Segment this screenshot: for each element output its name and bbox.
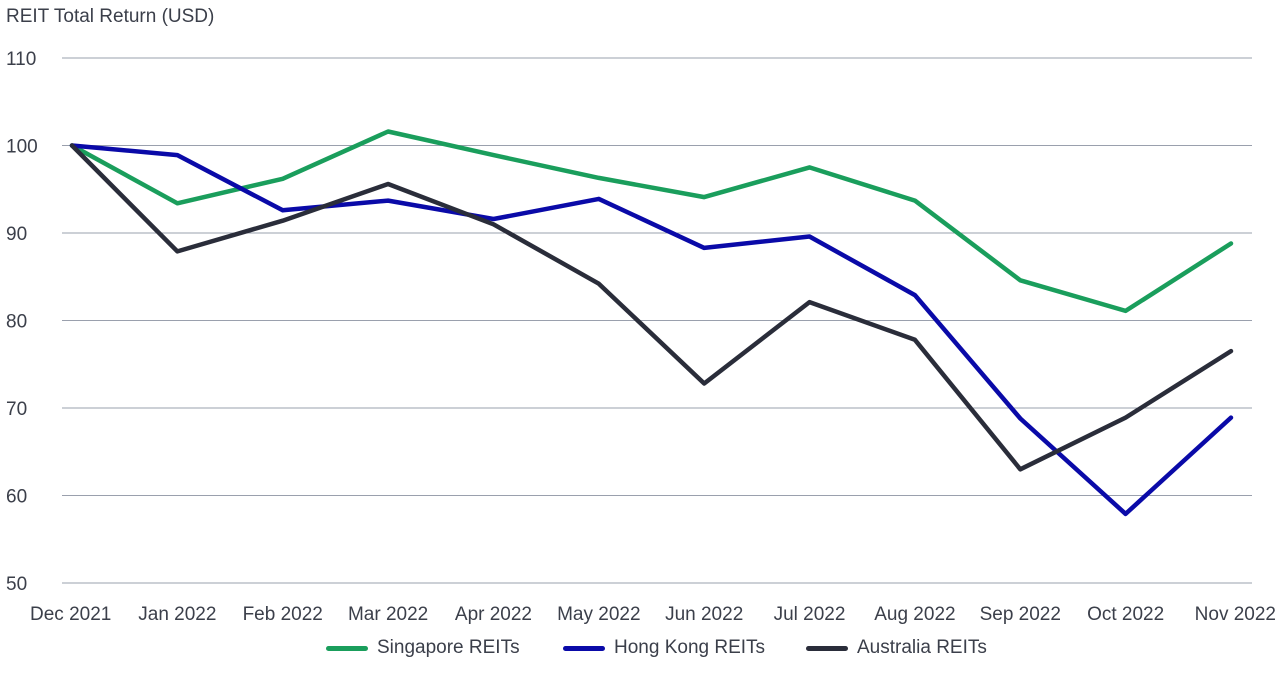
y-tick-label: 70: [6, 399, 27, 420]
y-axis-title: REIT Total Return (USD): [6, 6, 215, 27]
legend-swatch: [806, 645, 848, 651]
x-tick-label: Jul 2022: [774, 604, 846, 625]
legend-item-australia-reits: Australia REITs: [806, 637, 987, 659]
legend-swatch: [326, 645, 368, 651]
x-tick-label: Apr 2022: [455, 604, 532, 625]
y-tick-label: 100: [6, 137, 38, 158]
x-axis-ticks: Dec 2021 Jan 2022 Feb 2022 Mar 2022 Apr 2022…: [30, 604, 1276, 625]
x-tick-label: Mar 2022: [348, 604, 428, 625]
x-tick-label: Feb 2022: [243, 604, 323, 625]
legend-label: Hong Kong REITs: [614, 637, 766, 658]
y-tick-label: 90: [6, 224, 27, 245]
y-tick-label: 110: [6, 49, 36, 70]
x-tick-label: Nov 2022: [1195, 604, 1276, 625]
x-tick-label: Sep 2022: [980, 604, 1061, 625]
y-axis-ticks: 50 60 70 80 90 100 110: [6, 49, 38, 595]
y-tick-label: 50: [6, 574, 27, 595]
legend-item-hong-kong-reits: Hong Kong REITs: [563, 637, 765, 659]
y-tick-label: 60: [6, 487, 27, 508]
gridlines: [62, 57, 1252, 584]
legend-swatch: [563, 645, 605, 651]
legend-label: Australia REITs: [857, 637, 987, 658]
x-tick-label: Oct 2022: [1087, 604, 1164, 625]
x-tick-label: Dec 2021: [30, 604, 111, 625]
series-line-hong-kong-reits: [69, 143, 1234, 517]
legend-item-singapore-reits: Singapore REITs: [326, 637, 520, 659]
x-tick-label: May 2022: [557, 604, 640, 625]
series-line-australia-reits: [69, 143, 1234, 472]
series-line-singapore-reits: [69, 129, 1234, 314]
legend: Singapore REITs Hong Kong REITs Australia …: [0, 637, 1280, 665]
series-lines: [69, 129, 1234, 517]
x-tick-label: Aug 2022: [874, 604, 955, 625]
x-tick-label: Jan 2022: [138, 604, 216, 625]
y-tick-label: 80: [6, 312, 27, 333]
legend-label: Singapore REITs: [377, 637, 520, 658]
x-tick-label: Jun 2022: [665, 604, 743, 625]
